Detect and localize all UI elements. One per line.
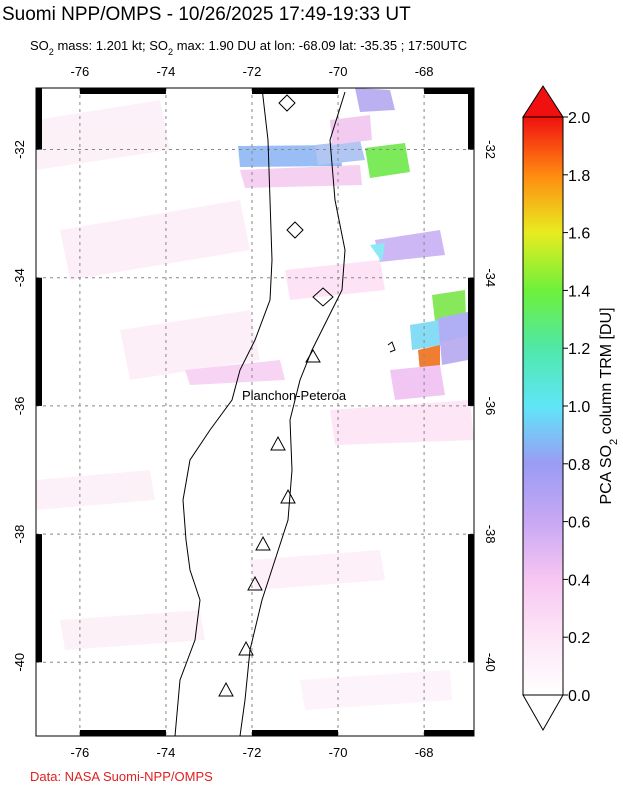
frame-bar — [468, 88, 474, 150]
frame-bar — [468, 534, 474, 663]
frame-bar — [251, 88, 339, 94]
text-part: SO — [30, 38, 49, 53]
subscript: 2 — [168, 47, 173, 57]
colorbar-tick-label: 1.8 — [568, 168, 590, 185]
colorbar-tick-label: 0.4 — [568, 572, 590, 589]
frame-bar — [79, 730, 166, 736]
colorbar-tick-label: 1.0 — [568, 399, 590, 416]
y-tick-label: -36 — [12, 397, 27, 416]
x-tick-label: -70 — [329, 64, 348, 79]
x-tick-label: -74 — [157, 64, 176, 79]
colorbar-tick-label: 2.0 — [568, 110, 590, 127]
colorbar-bar — [522, 116, 564, 696]
colorbar-tick-label: 0.8 — [568, 457, 590, 474]
y-tick-label: -34 — [12, 268, 27, 287]
x-tick-label: -68 — [415, 745, 434, 760]
volcanoes — [218, 94, 334, 697]
colorbar-tick-label: 0.0 — [568, 688, 590, 705]
y-tick-label: -40 — [483, 653, 498, 672]
frame-outline — [35, 87, 475, 737]
frame-bar — [79, 88, 166, 94]
x-tick-label: -70 — [329, 745, 348, 760]
subtitle: SO2 mass: 1.201 kt; SO2 max: 1.90 DU at … — [30, 38, 467, 57]
y-tick-label: -34 — [483, 268, 498, 287]
text-part: mass: 1.201 kt; SO — [54, 38, 168, 53]
colorbar-max-arrow — [522, 85, 564, 118]
x-tick-label: -76 — [70, 745, 89, 760]
frame-bar — [36, 534, 42, 663]
graticule — [36, 88, 474, 736]
y-tick-label: -36 — [483, 397, 498, 416]
map-area: Planchon-Peteroa — [36, 88, 474, 736]
x-tick-label: -72 — [243, 745, 262, 760]
title: Suomi NPP/OMPS - 10/26/2025 17:49-19:33 … — [2, 4, 411, 25]
text-part: PCA SO — [598, 445, 615, 505]
frame-bar — [36, 277, 42, 406]
colorbar-min-arrow — [522, 694, 564, 732]
colorbar-tick-label: 1.2 — [568, 341, 590, 358]
y-tick-label: -40 — [12, 653, 27, 672]
frame-bar — [468, 277, 474, 406]
lake — [387, 341, 396, 353]
frame-bar — [424, 88, 474, 94]
frame-bar — [251, 730, 339, 736]
y-tick-label: -32 — [12, 140, 27, 159]
border — [239, 91, 346, 736]
y-tick-label: -38 — [483, 525, 498, 544]
map-frame — [36, 88, 474, 736]
so2-pixels — [36, 88, 474, 710]
x-tick-label: -76 — [70, 64, 89, 79]
frame-bar — [424, 730, 474, 736]
y-tick-label: -32 — [483, 140, 498, 159]
y-tick-label: -38 — [12, 525, 27, 544]
colorbar-tick-label: 1.6 — [568, 226, 590, 243]
colorbar: 0.0 0.2 0.4 0.6 0.8 1.0 1.2 1.4 1.6 1.8 2.0 PCA SO… — [522, 85, 620, 732]
x-tick-label: -72 — [243, 64, 262, 79]
source: Data: NASA Suomi-NPP/OMPS — [30, 769, 213, 784]
colorbar-tick-label: 0.6 — [568, 515, 590, 532]
coastline — [174, 88, 273, 736]
colorbar-label: PCA SO2 column TRM [DU] — [598, 307, 620, 504]
text-part: max: 1.90 DU at lon: -68.09 lat: -35.35 … — [173, 38, 467, 53]
frame-bar — [36, 88, 42, 150]
subscript: 2 — [49, 47, 54, 57]
annotation: Planchon-Peteroa — [242, 388, 347, 403]
text-part: column TRM [DU] — [598, 307, 615, 438]
colorbar-tick-label: 1.4 — [568, 283, 590, 300]
subscript: 2 — [608, 439, 620, 445]
x-tick-label: -74 — [157, 745, 176, 760]
x-tick-label: -68 — [415, 64, 434, 79]
colorbar-tick-label: 0.2 — [568, 630, 590, 647]
